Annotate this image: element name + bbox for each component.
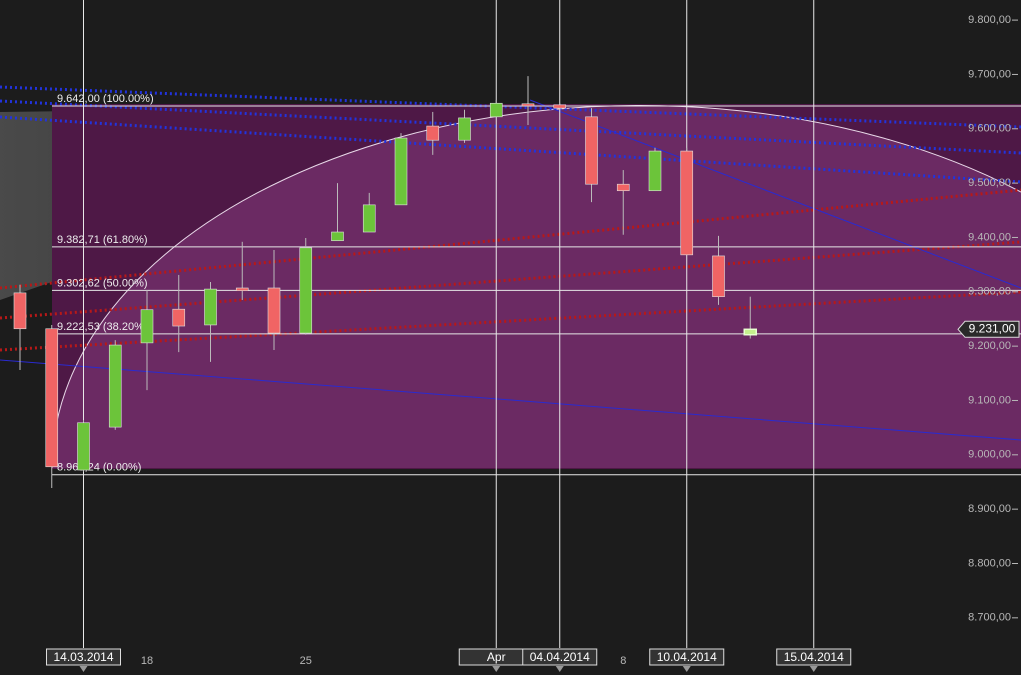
candle-body (108, 344, 122, 428)
candle-body (45, 328, 59, 468)
x-tick-label: 18 (141, 655, 153, 667)
x-tick-label: 04.04.2014 (530, 650, 590, 664)
candle-body (489, 102, 503, 118)
candle-body (743, 328, 757, 336)
candle-body (521, 103, 535, 107)
y-tick-label: 9.300,00 (968, 286, 1011, 298)
candle-body (267, 287, 281, 334)
candle-body (394, 137, 408, 206)
date-pointer (79, 666, 88, 672)
date-box (649, 648, 725, 666)
price-tag-label: 9.231,00 (969, 321, 1016, 335)
fib-arc (51, 104, 1021, 469)
channel-lines (0, 99, 1021, 441)
fib-label: 9.222,53 (38.20%) (57, 321, 148, 333)
candle-body (616, 183, 630, 192)
fib-label: 9.382,71 (61.80%) (57, 234, 148, 246)
y-tick-label: 9.200,00 (968, 340, 1011, 352)
date-box (46, 648, 121, 666)
candle-body (553, 104, 567, 109)
x-tick-label: Apr (487, 650, 506, 664)
x-tick-label: 15.04.2014 (784, 650, 844, 664)
y-tick-label: 9.800,00 (968, 14, 1011, 26)
candle-body (585, 116, 598, 185)
candle-body (331, 231, 344, 242)
fib-label: 9.642,00 (100.00%) (57, 93, 154, 105)
date-pointer (682, 666, 691, 672)
fib-label: 9.302,62 (50.00%) (57, 277, 148, 289)
candle-body (648, 150, 662, 192)
y-tick-label: 9.000,00 (968, 449, 1011, 461)
candle-body (299, 247, 313, 334)
date-pointer (555, 666, 564, 672)
fib-arc-fill (52, 105, 1021, 468)
candle-body (13, 292, 27, 330)
y-tick-label: 9.700,00 (968, 68, 1011, 80)
candle-body (77, 422, 90, 471)
y-tick-label: 9.400,00 (968, 231, 1011, 243)
candle-body (362, 204, 376, 233)
candle-body (235, 287, 249, 292)
fib-label: 8.963,24 (0.00%) (57, 462, 141, 474)
candle-body (680, 150, 694, 256)
date-box (776, 648, 852, 666)
candle-body (140, 309, 154, 344)
candle-body (172, 308, 186, 327)
x-tick-label: 14.03.2014 (53, 650, 113, 664)
y-tick-label: 8.900,00 (968, 503, 1011, 515)
candle-body (712, 255, 725, 297)
candle-body (204, 288, 217, 326)
y-tick-label: 9.600,00 (968, 123, 1011, 135)
date-box (522, 648, 598, 666)
x-tick-label: 25 (300, 655, 312, 667)
y-tick-label: 8.800,00 (968, 557, 1011, 569)
y-tick-label: 9.100,00 (968, 394, 1011, 406)
date-pointer (492, 666, 501, 672)
trend-lines (0, 85, 1021, 352)
date-pointer (809, 666, 818, 672)
x-tick-label: 8 (620, 655, 626, 667)
y-tick-label: 8.700,00 (968, 612, 1011, 624)
price-tag (957, 320, 1020, 338)
y-tick-label: 9.500,00 (968, 177, 1011, 189)
candle-body (426, 125, 440, 141)
x-tick-label: 10.04.2014 (657, 650, 717, 664)
candle-body (458, 117, 471, 141)
